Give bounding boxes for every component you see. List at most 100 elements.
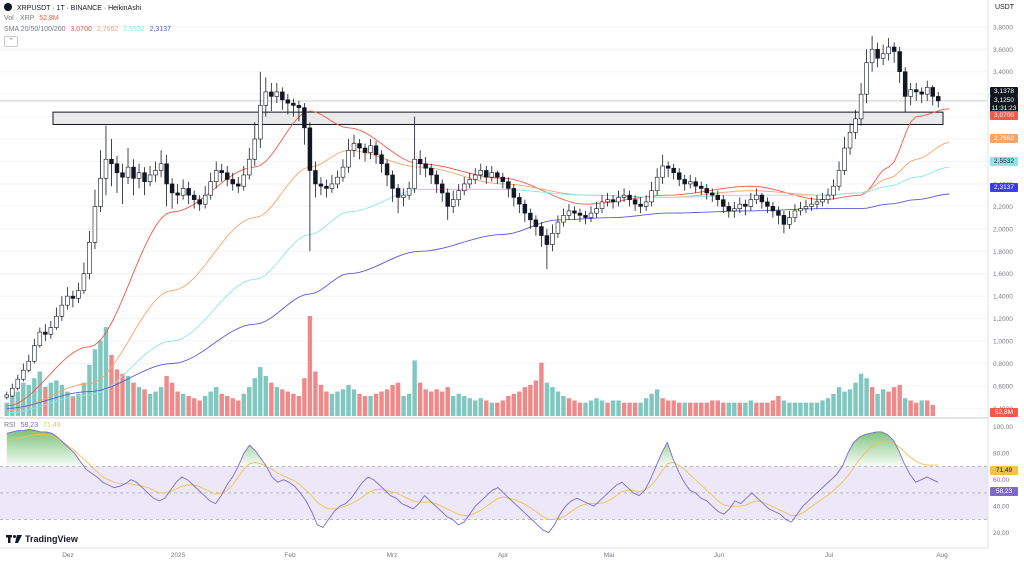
candle-up — [737, 203, 743, 209]
price-axis-label: 1,6000 — [993, 271, 1013, 278]
candle-up — [208, 181, 213, 196]
volume-bars — [4, 316, 935, 416]
sma-legend[interactable]: SMA 20/50/100/200 3,0700 2,7662 2,5532 2… — [4, 25, 174, 35]
candle-down — [627, 194, 632, 200]
rsi-tag: 58,23 — [990, 487, 1018, 496]
candle-down — [114, 163, 120, 174]
volume-bar — [605, 402, 610, 416]
candle-up — [555, 221, 561, 234]
candle-down — [224, 172, 230, 180]
time-axis[interactable]: Dez 2025 Feb Mrz Apr Mai Jun Jul Aug — [62, 552, 948, 559]
volume-bar — [169, 382, 175, 416]
volume-bar — [621, 402, 627, 416]
candle-down — [362, 147, 368, 153]
currency-label[interactable]: USDT — [994, 4, 1014, 11]
candle-up — [103, 158, 109, 179]
time-axis-label: Dez — [62, 552, 74, 559]
volume-bar — [897, 384, 902, 416]
candle-down — [517, 197, 522, 205]
volume-bar — [533, 380, 539, 416]
volume-bar — [258, 367, 263, 416]
volume-bar — [412, 360, 417, 416]
tradingview-logo-icon — [6, 535, 22, 543]
volume-bar — [296, 396, 302, 416]
price-axis-label: 2,2000 — [993, 204, 1013, 211]
volume-bar — [930, 404, 935, 416]
candle-up — [26, 360, 32, 371]
candle-up — [732, 208, 737, 212]
sma50-value: 2,7662 — [96, 26, 119, 33]
candle-up — [274, 91, 280, 97]
volume-bar — [153, 391, 158, 416]
candle-up — [616, 197, 621, 203]
volume-bar — [489, 402, 494, 416]
candle-down — [109, 158, 114, 165]
volume-bar — [423, 389, 428, 416]
time-axis-label: 2025 — [171, 552, 186, 559]
candle-up — [473, 174, 478, 180]
price-tag-sma200: 2,3137 — [990, 183, 1018, 192]
volume-bar — [726, 402, 732, 416]
volume-bar — [610, 400, 616, 416]
candle-down — [164, 163, 169, 185]
candle-down — [296, 105, 302, 108]
candle-down — [936, 96, 941, 102]
volume-bar — [445, 387, 450, 416]
candle-down — [522, 203, 528, 214]
candle-down — [186, 188, 191, 196]
volume-bar — [373, 393, 379, 416]
volume-bar — [676, 402, 682, 416]
rsi-legend[interactable]: RSI 58,23 71,49 — [4, 421, 64, 431]
price-axis[interactable]: 3,80003,60003,40003,20003,00002,80002,60… — [993, 24, 1013, 413]
volume-legend[interactable]: Vol · XRP 52,8M — [4, 14, 62, 24]
volume-bar — [506, 396, 511, 416]
volume-bar — [550, 387, 555, 416]
candle-up — [787, 217, 792, 225]
candle-up — [792, 210, 798, 218]
candle-down — [632, 199, 638, 205]
candle-down — [417, 158, 423, 165]
volume-bar — [781, 400, 787, 416]
volume-bar — [81, 382, 87, 416]
candle-up — [754, 194, 759, 200]
volume-bar — [142, 389, 147, 416]
volume-bar — [693, 402, 698, 416]
symbol-legend[interactable]: XRPUSDT · 1T · BINANCE · HeikinAshi — [4, 3, 144, 14]
price-axis-label: 1,4000 — [993, 294, 1013, 301]
volume-bar — [748, 400, 754, 416]
candle-down — [913, 89, 919, 93]
volume-bar — [307, 316, 313, 416]
candlesticks — [4, 35, 941, 400]
volume-tag: 52,8M — [990, 408, 1018, 417]
candle-up — [748, 199, 754, 207]
candle-down — [759, 194, 765, 203]
volume-bar — [21, 382, 26, 416]
rsi-axis[interactable]: 100,00 80,00 60,00 40,00 20,00 — [993, 424, 1013, 537]
candle-up — [880, 53, 886, 59]
volume-bar — [313, 371, 318, 416]
rsi-axis-label: 80,00 — [993, 451, 1010, 458]
candle-down — [169, 183, 175, 194]
volume-bar — [544, 382, 550, 416]
volume-bar — [87, 364, 92, 416]
resistance-zone[interactable] — [52, 111, 944, 125]
candle-up — [594, 208, 599, 214]
candle-down — [891, 46, 897, 52]
volume-bar — [925, 400, 930, 416]
candle-down — [710, 192, 715, 196]
volume-bar — [765, 402, 770, 416]
candle-down — [765, 201, 770, 207]
price-axis-label: 3,4000 — [993, 69, 1013, 76]
tradingview-logo[interactable]: TradingView — [6, 534, 78, 544]
candle-up — [561, 215, 566, 223]
candle-down — [280, 91, 285, 101]
volume-bar — [511, 393, 517, 416]
legend-collapse-button[interactable]: ⌃ — [4, 36, 18, 47]
volume-bar — [114, 369, 120, 416]
volume-bar — [908, 400, 913, 416]
volume-bar — [869, 387, 875, 416]
candle-down — [544, 235, 550, 245]
candle-down — [676, 172, 682, 180]
volume-bar — [318, 384, 324, 416]
